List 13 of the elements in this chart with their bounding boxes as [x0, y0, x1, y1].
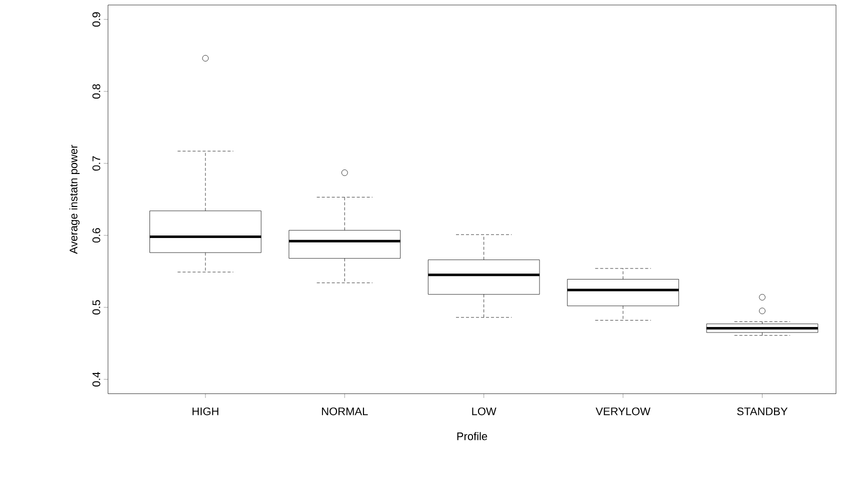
- y-tick-label: 0.6: [92, 228, 100, 243]
- x-tick-label: HIGH: [192, 407, 218, 416]
- y-tick-label: 0.9: [92, 12, 100, 27]
- y-axis-title: Average instatn power: [69, 144, 80, 254]
- y-tick-label: 0.7: [92, 156, 100, 171]
- y-tick-label: 0.5: [92, 300, 100, 315]
- y-tick-label: 0.4: [92, 372, 100, 387]
- y-tick-label: 0.8: [92, 84, 100, 99]
- x-tick-label: STANDBY: [737, 407, 788, 416]
- x-tick-label: VERYLOW: [596, 407, 650, 416]
- x-tick-label: LOW: [472, 407, 496, 416]
- x-tick-label: NORMAL: [322, 407, 368, 416]
- x-axis-title: Profile: [457, 432, 488, 440]
